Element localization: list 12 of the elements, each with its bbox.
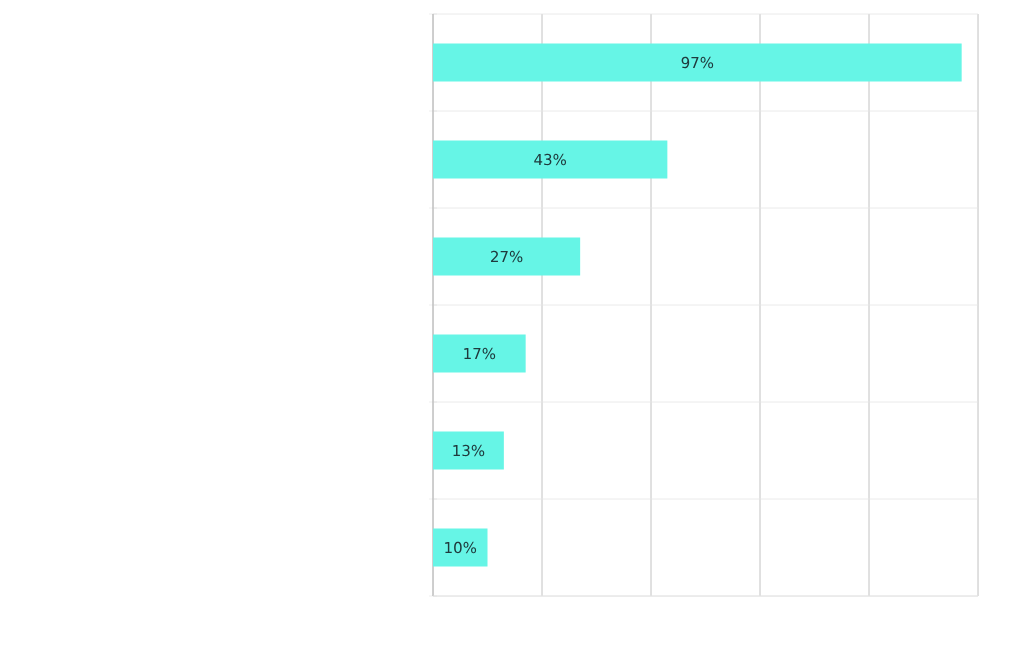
data-label: 43% (534, 153, 567, 166)
data-label: 27% (491, 250, 523, 263)
data-label: 10% (445, 541, 477, 554)
bar (433, 237, 581, 276)
data-label: 97% (681, 56, 714, 69)
bar (433, 140, 668, 179)
bar (433, 528, 488, 567)
data-label: 13% (453, 444, 485, 457)
bar (433, 431, 504, 470)
data-label: 17% (464, 347, 496, 360)
bar (433, 334, 526, 373)
bar (433, 43, 962, 82)
